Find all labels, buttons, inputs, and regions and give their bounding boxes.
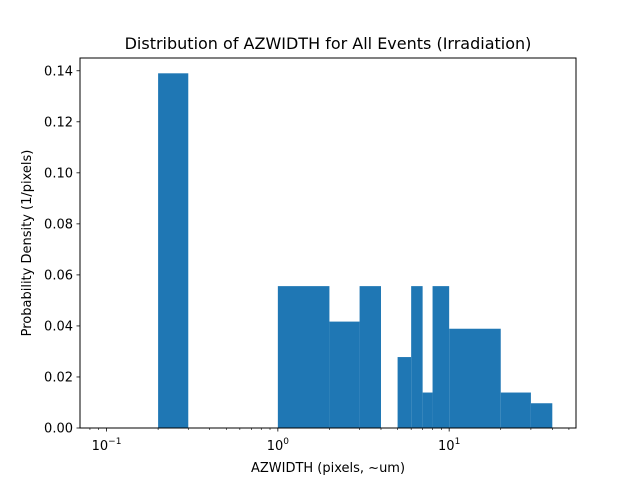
x-tick-label-2: 101 bbox=[438, 437, 460, 454]
histogram-bar-9 bbox=[500, 392, 531, 428]
y-tick-label-1: 0.02 bbox=[44, 370, 73, 385]
chart-title: Distribution of AZWIDTH for All Events (… bbox=[125, 34, 532, 53]
histogram-bar-1 bbox=[277, 286, 330, 428]
y-tick-label-0: 0.00 bbox=[44, 422, 73, 437]
histogram-bar-0 bbox=[158, 73, 189, 428]
ticks-group: 0.00 0.02 0.04 0.06 0.08 0.10 0.12 0.14 10−1 100 1… bbox=[44, 64, 570, 454]
histogram-bar-3 bbox=[359, 286, 381, 428]
y-tick-label-2: 0.04 bbox=[44, 319, 73, 334]
y-axis-label: Probability Density (1/pixels) bbox=[20, 150, 35, 337]
plot-frame bbox=[79, 57, 577, 429]
y-tick-label-3: 0.06 bbox=[44, 268, 73, 283]
histogram-bar-7 bbox=[432, 286, 450, 428]
y-tick-label-5: 0.10 bbox=[44, 166, 73, 181]
histogram-bar-4 bbox=[397, 357, 412, 428]
histogram-bar-5 bbox=[411, 286, 423, 428]
x-axis-label: AZWIDTH (pixels, ~um) bbox=[251, 461, 405, 476]
y-tick-label-6: 0.12 bbox=[44, 115, 73, 130]
histogram-bar-6 bbox=[422, 392, 433, 428]
histogram-bar-2 bbox=[329, 321, 360, 428]
x-tick-label-1: 100 bbox=[267, 437, 290, 454]
histogram-bar-8 bbox=[449, 328, 501, 428]
bars-group bbox=[158, 73, 553, 428]
y-tick-label-7: 0.14 bbox=[44, 64, 73, 79]
y-tick-label-4: 0.08 bbox=[44, 217, 73, 232]
x-tick-label-0: 10−1 bbox=[92, 437, 122, 454]
histogram-bar-10 bbox=[530, 403, 553, 428]
